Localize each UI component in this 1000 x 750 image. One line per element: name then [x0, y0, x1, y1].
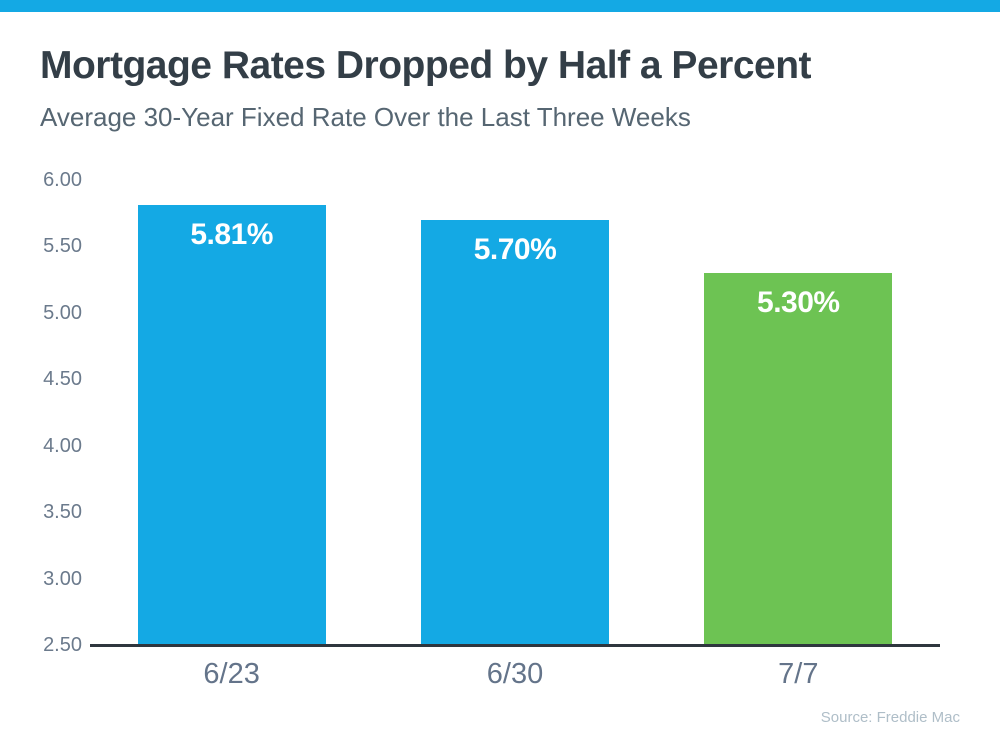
y-tick-label: 4.00 — [43, 434, 82, 457]
y-tick-label: 3.00 — [43, 567, 82, 590]
x-category-label: 7/7 — [778, 658, 819, 690]
y-tick-label: 5.00 — [43, 301, 82, 324]
bar-7/7: 5.30% — [704, 273, 893, 645]
chart-subtitle: Average 30-Year Fixed Rate Over the Last… — [40, 102, 691, 132]
bar-6/23: 5.81% — [137, 205, 326, 645]
y-tick-label: 5.50 — [43, 235, 82, 258]
y-tick-label: 6.00 — [43, 169, 82, 191]
bar-value-label: 5.30% — [757, 286, 840, 319]
source-credit: Source: Freddie Mac — [820, 709, 960, 726]
y-tick-label: 2.50 — [43, 634, 82, 656]
y-axis: 6.00 5.50 5.00 4.50 4.00 3.50 3.00 2.50 — [30, 170, 82, 655]
bar-6/30: 5.70% — [421, 219, 609, 645]
y-tick-label: 3.50 — [43, 501, 82, 524]
top-accent-bar — [0, 0, 1000, 12]
bar-value-label: 5.81% — [190, 218, 273, 252]
plot-area: 5.81% 6/23 5.70% 6/30 5.30% 7/7 — [90, 180, 940, 690]
y-tick-label: 4.50 — [43, 368, 82, 391]
bar-value-label: 5.70% — [473, 232, 557, 266]
x-category-label: 6/23 — [203, 658, 260, 690]
chart-title: Mortgage Rates Dropped by Half a Percent — [40, 44, 812, 87]
x-axis-line — [90, 644, 940, 647]
x-category-label: 6/30 — [486, 658, 544, 690]
